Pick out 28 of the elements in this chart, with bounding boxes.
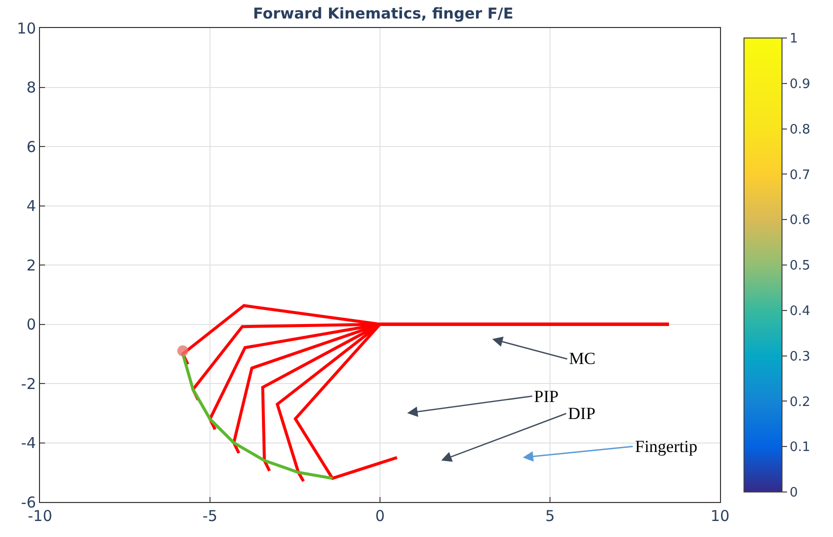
x-tick-label: -5 [202, 507, 218, 525]
y-tick-label: 4 [26, 197, 36, 215]
color-bar-label: 0.5 [790, 258, 810, 274]
annotation: DIP [568, 404, 596, 423]
x-tick-label: 0 [375, 507, 385, 525]
y-tick-label: 6 [26, 138, 36, 156]
y-tick-label: -4 [21, 434, 36, 452]
color-bar-label: 0.4 [790, 304, 810, 319]
color-bar-label: 0.2 [790, 394, 810, 410]
annotation: PIP [534, 387, 559, 406]
x-tick-label: 10 [710, 507, 730, 525]
y-tick-label: 2 [26, 256, 36, 274]
color-bar-label: 0.9 [790, 76, 810, 92]
y-tick-label: 8 [26, 78, 36, 96]
x-tick-label: 5 [545, 507, 555, 525]
annotation: Fingertip [635, 437, 698, 456]
color-bar-label: 1 [790, 32, 798, 47]
y-tick-label: 0 [26, 316, 36, 334]
annotation: MC [569, 349, 596, 368]
color-bar-label: 0 [790, 486, 798, 501]
y-tick-label: 10 [16, 19, 36, 38]
y-tick-label: -2 [21, 374, 36, 393]
color-bar-label: 0.7 [790, 168, 810, 183]
color-bar-label: 0.8 [790, 122, 810, 138]
chart-title: Forward Kinematics, finger F/E [252, 4, 514, 23]
color-bar-label: 0.6 [790, 213, 810, 228]
color-bar-label: 0.3 [790, 349, 810, 364]
color-bar-label: 0.1 [790, 440, 810, 456]
